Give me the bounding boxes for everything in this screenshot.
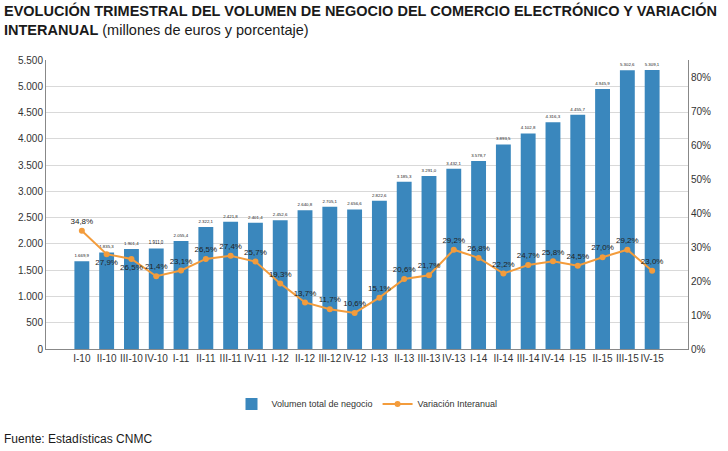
- svg-text:22,2%: 22,2%: [492, 260, 515, 269]
- svg-text:2.000: 2.000: [18, 238, 43, 249]
- svg-text:26,5%: 26,5%: [194, 245, 217, 254]
- svg-text:25,7%: 25,7%: [244, 248, 267, 257]
- svg-text:IV-15: IV-15: [640, 353, 664, 364]
- svg-text:21,4%: 21,4%: [145, 262, 168, 271]
- svg-text:3.893,5: 3.893,5: [496, 136, 511, 141]
- svg-text:III-13: III-13: [418, 353, 441, 364]
- svg-text:0: 0: [37, 344, 43, 355]
- svg-text:27,0%: 27,0%: [591, 243, 614, 252]
- svg-text:3.500: 3.500: [18, 160, 43, 171]
- svg-text:34,8%: 34,8%: [71, 217, 94, 226]
- svg-text:15,1%: 15,1%: [368, 284, 391, 293]
- svg-text:2.822,6: 2.822,6: [372, 193, 387, 198]
- svg-text:II-12: II-12: [295, 353, 315, 364]
- svg-text:III-10: III-10: [120, 353, 143, 364]
- svg-text:20,6%: 20,6%: [393, 265, 416, 274]
- svg-text:80%: 80%: [691, 72, 711, 83]
- svg-text:0%: 0%: [691, 344, 706, 355]
- svg-text:10,6%: 10,6%: [343, 299, 366, 308]
- svg-text:1.835,3: 1.835,3: [99, 244, 114, 249]
- svg-text:1.000: 1.000: [18, 291, 43, 302]
- svg-text:70%: 70%: [691, 106, 711, 117]
- svg-text:Variación Interanual: Variación Interanual: [418, 399, 497, 409]
- svg-text:II-10: II-10: [97, 353, 117, 364]
- svg-text:2.705,1: 2.705,1: [322, 199, 337, 204]
- svg-text:I-13: I-13: [371, 353, 389, 364]
- svg-text:2.656,6: 2.656,6: [347, 201, 362, 206]
- svg-text:4.102,8: 4.102,8: [521, 125, 536, 130]
- svg-text:I-15: I-15: [569, 353, 587, 364]
- svg-text:I-11: I-11: [173, 353, 190, 364]
- svg-text:1.911,0: 1.911,0: [149, 240, 164, 245]
- svg-text:26,8%: 26,8%: [467, 244, 490, 253]
- svg-text:5.302,6: 5.302,6: [620, 62, 635, 67]
- svg-text:3.578,7: 3.578,7: [471, 153, 486, 158]
- svg-text:500: 500: [26, 317, 43, 328]
- svg-text:27,4%: 27,4%: [219, 242, 242, 251]
- svg-text:I-14: I-14: [470, 353, 488, 364]
- svg-text:1.500: 1.500: [18, 265, 43, 276]
- svg-text:23,1%: 23,1%: [170, 257, 193, 266]
- svg-text:11,7%: 11,7%: [319, 295, 341, 304]
- svg-text:2.401,4: 2.401,4: [248, 215, 263, 220]
- html-text:Fuente: Estadísticas CNMC: Fuente: Estadísticas CNMC: [4, 432, 153, 446]
- html-text:EVOLUCIÓN TRIMESTRAL DEL VOLUM: EVOLUCIÓN TRIMESTRAL DEL VOLUMEN DE NEGO…: [4, 3, 717, 38]
- svg-text:4.500: 4.500: [18, 107, 43, 118]
- svg-text:50%: 50%: [691, 174, 711, 185]
- svg-text:40%: 40%: [691, 208, 711, 219]
- svg-text:I-10: I-10: [73, 353, 91, 364]
- svg-text:3.185,3: 3.185,3: [397, 174, 412, 179]
- svg-text:II-11: II-11: [196, 353, 216, 364]
- svg-text:I-12: I-12: [272, 353, 290, 364]
- svg-text:IV-14: IV-14: [541, 353, 565, 364]
- svg-text:IV-12: IV-12: [343, 353, 367, 364]
- svg-text:23,0%: 23,0%: [641, 257, 664, 266]
- svg-text:2.322,1: 2.322,1: [198, 219, 213, 224]
- svg-text:1.901,4: 1.901,4: [124, 241, 139, 246]
- svg-text:20%: 20%: [691, 276, 711, 287]
- svg-text:IV-13: IV-13: [442, 353, 466, 364]
- svg-text:24,7%: 24,7%: [517, 251, 540, 260]
- svg-text:III-11: III-11: [220, 353, 242, 364]
- svg-text:10%: 10%: [691, 310, 711, 321]
- svg-text:4.945,9: 4.945,9: [595, 81, 610, 86]
- svg-text:24,5%: 24,5%: [566, 252, 589, 261]
- svg-text:2.500: 2.500: [18, 212, 43, 223]
- svg-text:III-12: III-12: [318, 353, 341, 364]
- svg-text:21,7%: 21,7%: [418, 261, 441, 270]
- svg-text:26,5%: 26,5%: [120, 263, 143, 272]
- svg-text:2.452,6: 2.452,6: [273, 212, 288, 217]
- svg-text:29,2%: 29,2%: [616, 236, 639, 245]
- svg-text:III-15: III-15: [616, 353, 639, 364]
- svg-text:Volumen total de negocio: Volumen total de negocio: [272, 399, 373, 409]
- svg-text:2.640,8: 2.640,8: [298, 202, 313, 207]
- svg-text:2.421,8: 2.421,8: [223, 214, 238, 219]
- svg-text:4.316,3: 4.316,3: [546, 114, 561, 119]
- svg-text:5.309,1: 5.309,1: [645, 62, 660, 67]
- svg-text:19,3%: 19,3%: [269, 270, 292, 279]
- svg-text:25,8%: 25,8%: [542, 248, 565, 257]
- svg-text:4.455,7: 4.455,7: [570, 107, 585, 112]
- svg-text:IV-11: IV-11: [244, 353, 267, 364]
- svg-text:3.000: 3.000: [18, 186, 43, 197]
- svg-text:II-15: II-15: [593, 353, 613, 364]
- svg-text:II-13: II-13: [394, 353, 414, 364]
- svg-text:13,7%: 13,7%: [294, 289, 317, 298]
- svg-text:5.500: 5.500: [18, 55, 43, 66]
- svg-text:II-14: II-14: [493, 353, 513, 364]
- svg-text:III-14: III-14: [517, 353, 540, 364]
- svg-text:29,2%: 29,2%: [442, 236, 465, 245]
- svg-text:27,9%: 27,9%: [95, 258, 118, 267]
- svg-text:3.432,1: 3.432,1: [446, 161, 461, 166]
- svg-text:1.669,9: 1.669,9: [74, 253, 89, 258]
- svg-text:5.000: 5.000: [18, 81, 43, 92]
- svg-text:2.055,4: 2.055,4: [174, 233, 189, 238]
- svg-text:4.000: 4.000: [18, 133, 43, 144]
- svg-text:3.291,0: 3.291,0: [422, 168, 437, 173]
- svg-text:60%: 60%: [691, 140, 711, 151]
- svg-text:IV-10: IV-10: [145, 353, 169, 364]
- svg-text:30%: 30%: [691, 242, 711, 253]
